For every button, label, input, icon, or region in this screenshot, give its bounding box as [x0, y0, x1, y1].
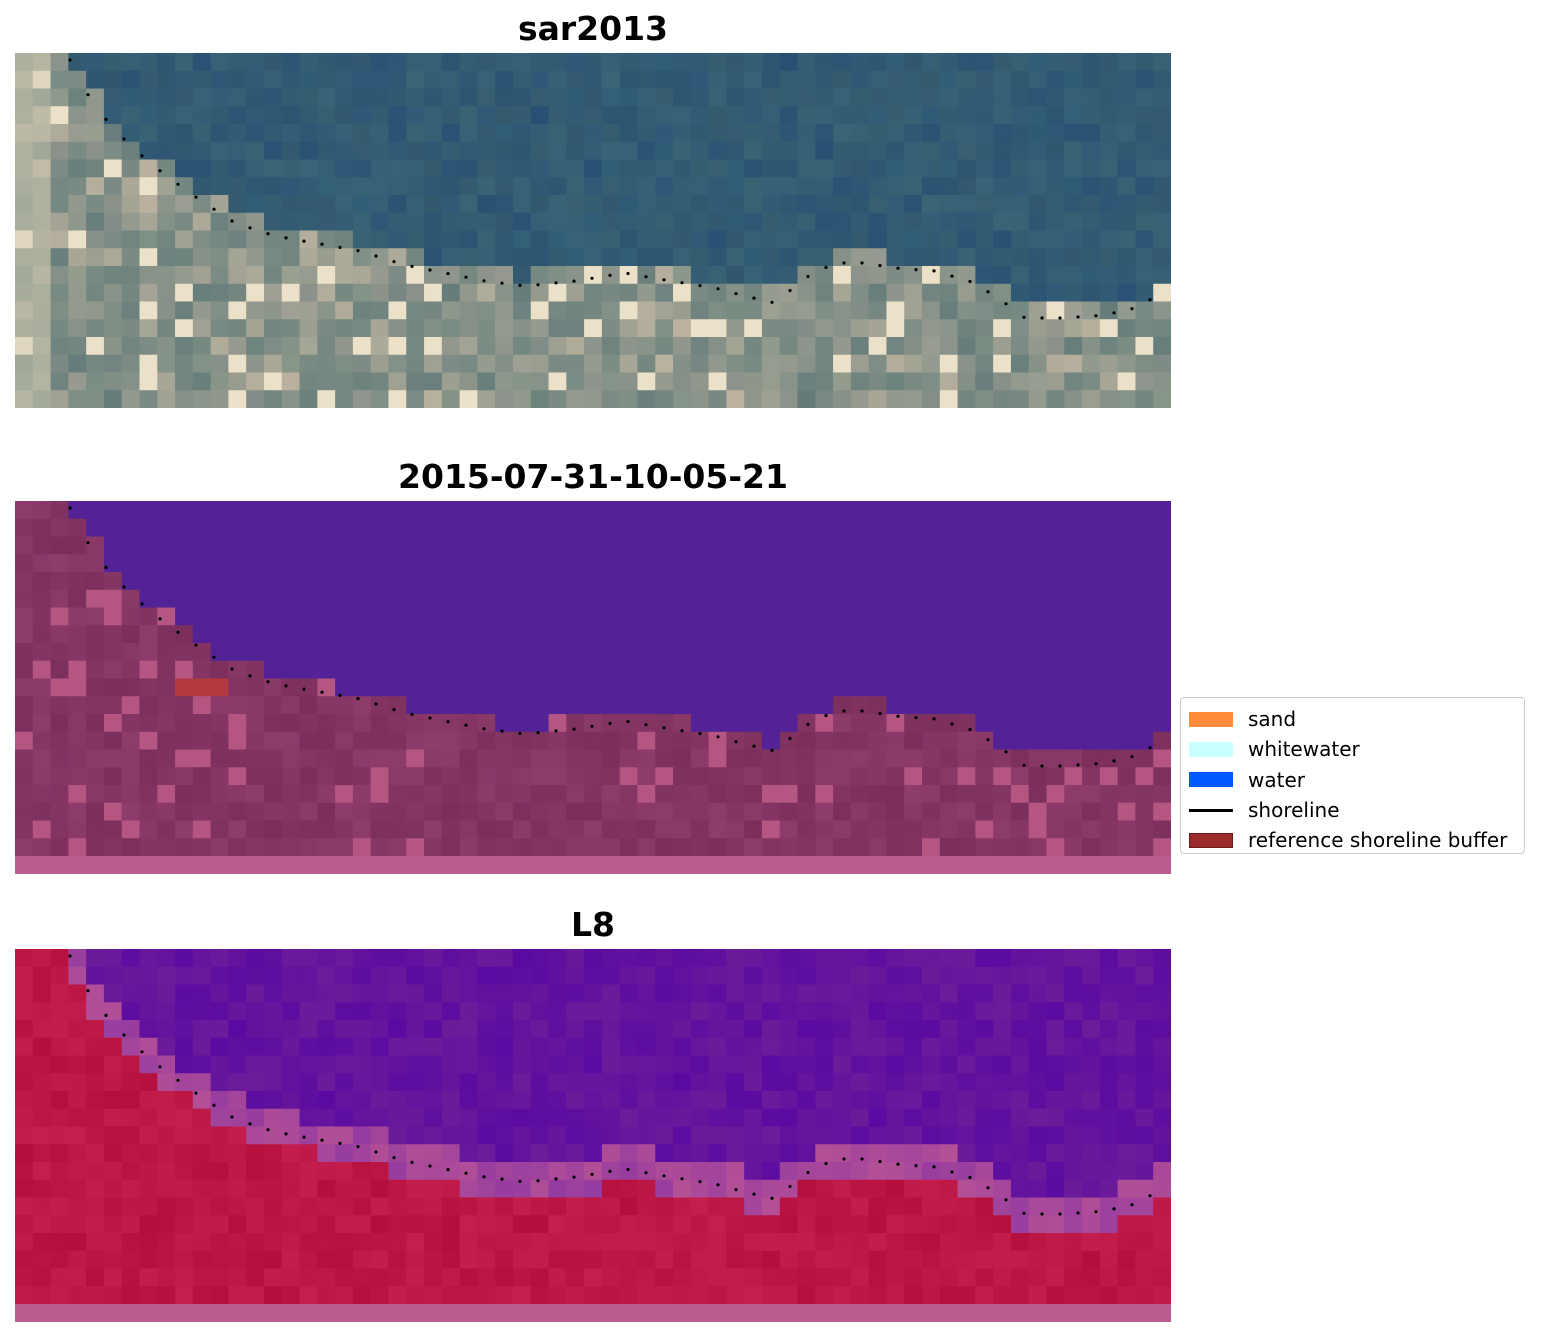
- legend-item-water: water: [1189, 765, 1524, 795]
- panel-title-1: sar2013: [517, 9, 669, 48]
- legend-item-whitewater: whitewater: [1189, 734, 1524, 764]
- legend-label-water: water: [1248, 767, 1305, 792]
- legend-item-shoreline: shoreline: [1189, 795, 1524, 825]
- shoreline-dots: [68, 506, 1152, 768]
- legend-swatch-sand: [1189, 711, 1233, 727]
- legend-item-reference-buffer: reference shoreline buffer: [1189, 825, 1524, 855]
- legend-swatch-water: [1189, 772, 1233, 788]
- legend-label-sand: sand: [1248, 707, 1297, 732]
- legend-label-reference-buffer: reference shoreline buffer: [1248, 828, 1508, 853]
- legend-item-sand: sand: [1189, 704, 1524, 734]
- legend-swatch-whitewater: [1189, 741, 1233, 757]
- legend-label-shoreline: shoreline: [1248, 798, 1340, 823]
- panel-image-index: [15, 949, 1171, 1322]
- legend: sand whitewater water shoreline referenc…: [1180, 697, 1525, 854]
- shoreline-dots: [68, 58, 1152, 320]
- panel-image-rgb: [15, 53, 1171, 408]
- legend-line-shoreline: [1189, 803, 1233, 818]
- panel-title-2: 2015-07-31-10-05-21: [398, 457, 788, 496]
- legend-label-whitewater: whitewater: [1248, 737, 1360, 762]
- panel-image-classified: [15, 501, 1171, 874]
- panel-title-3: L8: [571, 905, 615, 944]
- shoreline-dots: [68, 954, 1152, 1216]
- legend-swatch-reference-buffer: [1189, 832, 1233, 848]
